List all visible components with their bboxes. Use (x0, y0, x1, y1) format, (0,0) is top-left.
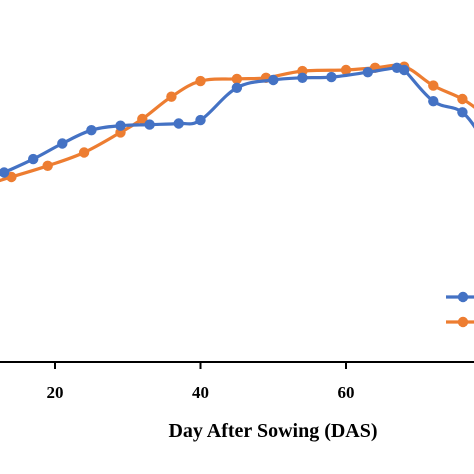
x-tick-label: 20 (47, 383, 64, 402)
data-point (457, 107, 468, 118)
data-point (137, 113, 148, 125)
data-point (28, 153, 39, 165)
data-point (57, 138, 68, 149)
data-point (78, 147, 90, 158)
data-point (428, 96, 439, 107)
series-1 (0, 62, 474, 178)
data-point (86, 125, 97, 136)
data-point (340, 64, 352, 76)
data-point (268, 74, 279, 86)
data-point (195, 75, 206, 87)
data-point (428, 80, 439, 91)
x-axis-title: Day After Sowing (DAS) (168, 420, 377, 442)
series-layer (0, 61, 474, 183)
data-point (173, 118, 184, 129)
x-tick-label: 60 (338, 383, 355, 402)
x-tick-label: 40 (192, 383, 209, 402)
x-tick-layer: 20 40 60 (47, 362, 355, 402)
data-point (457, 93, 468, 105)
data-point (326, 71, 337, 83)
data-point (195, 114, 206, 126)
data-point (115, 120, 126, 131)
data-point (231, 82, 243, 94)
data-point (166, 91, 177, 102)
legend-marker-2 (457, 316, 469, 328)
data-point (42, 160, 53, 171)
data-point (362, 67, 373, 78)
legend (446, 291, 474, 328)
data-point (0, 167, 10, 178)
data-point (144, 119, 155, 130)
data-point (297, 72, 308, 84)
data-point (399, 64, 410, 76)
legend-marker-1 (457, 291, 469, 303)
data-point (231, 73, 243, 85)
